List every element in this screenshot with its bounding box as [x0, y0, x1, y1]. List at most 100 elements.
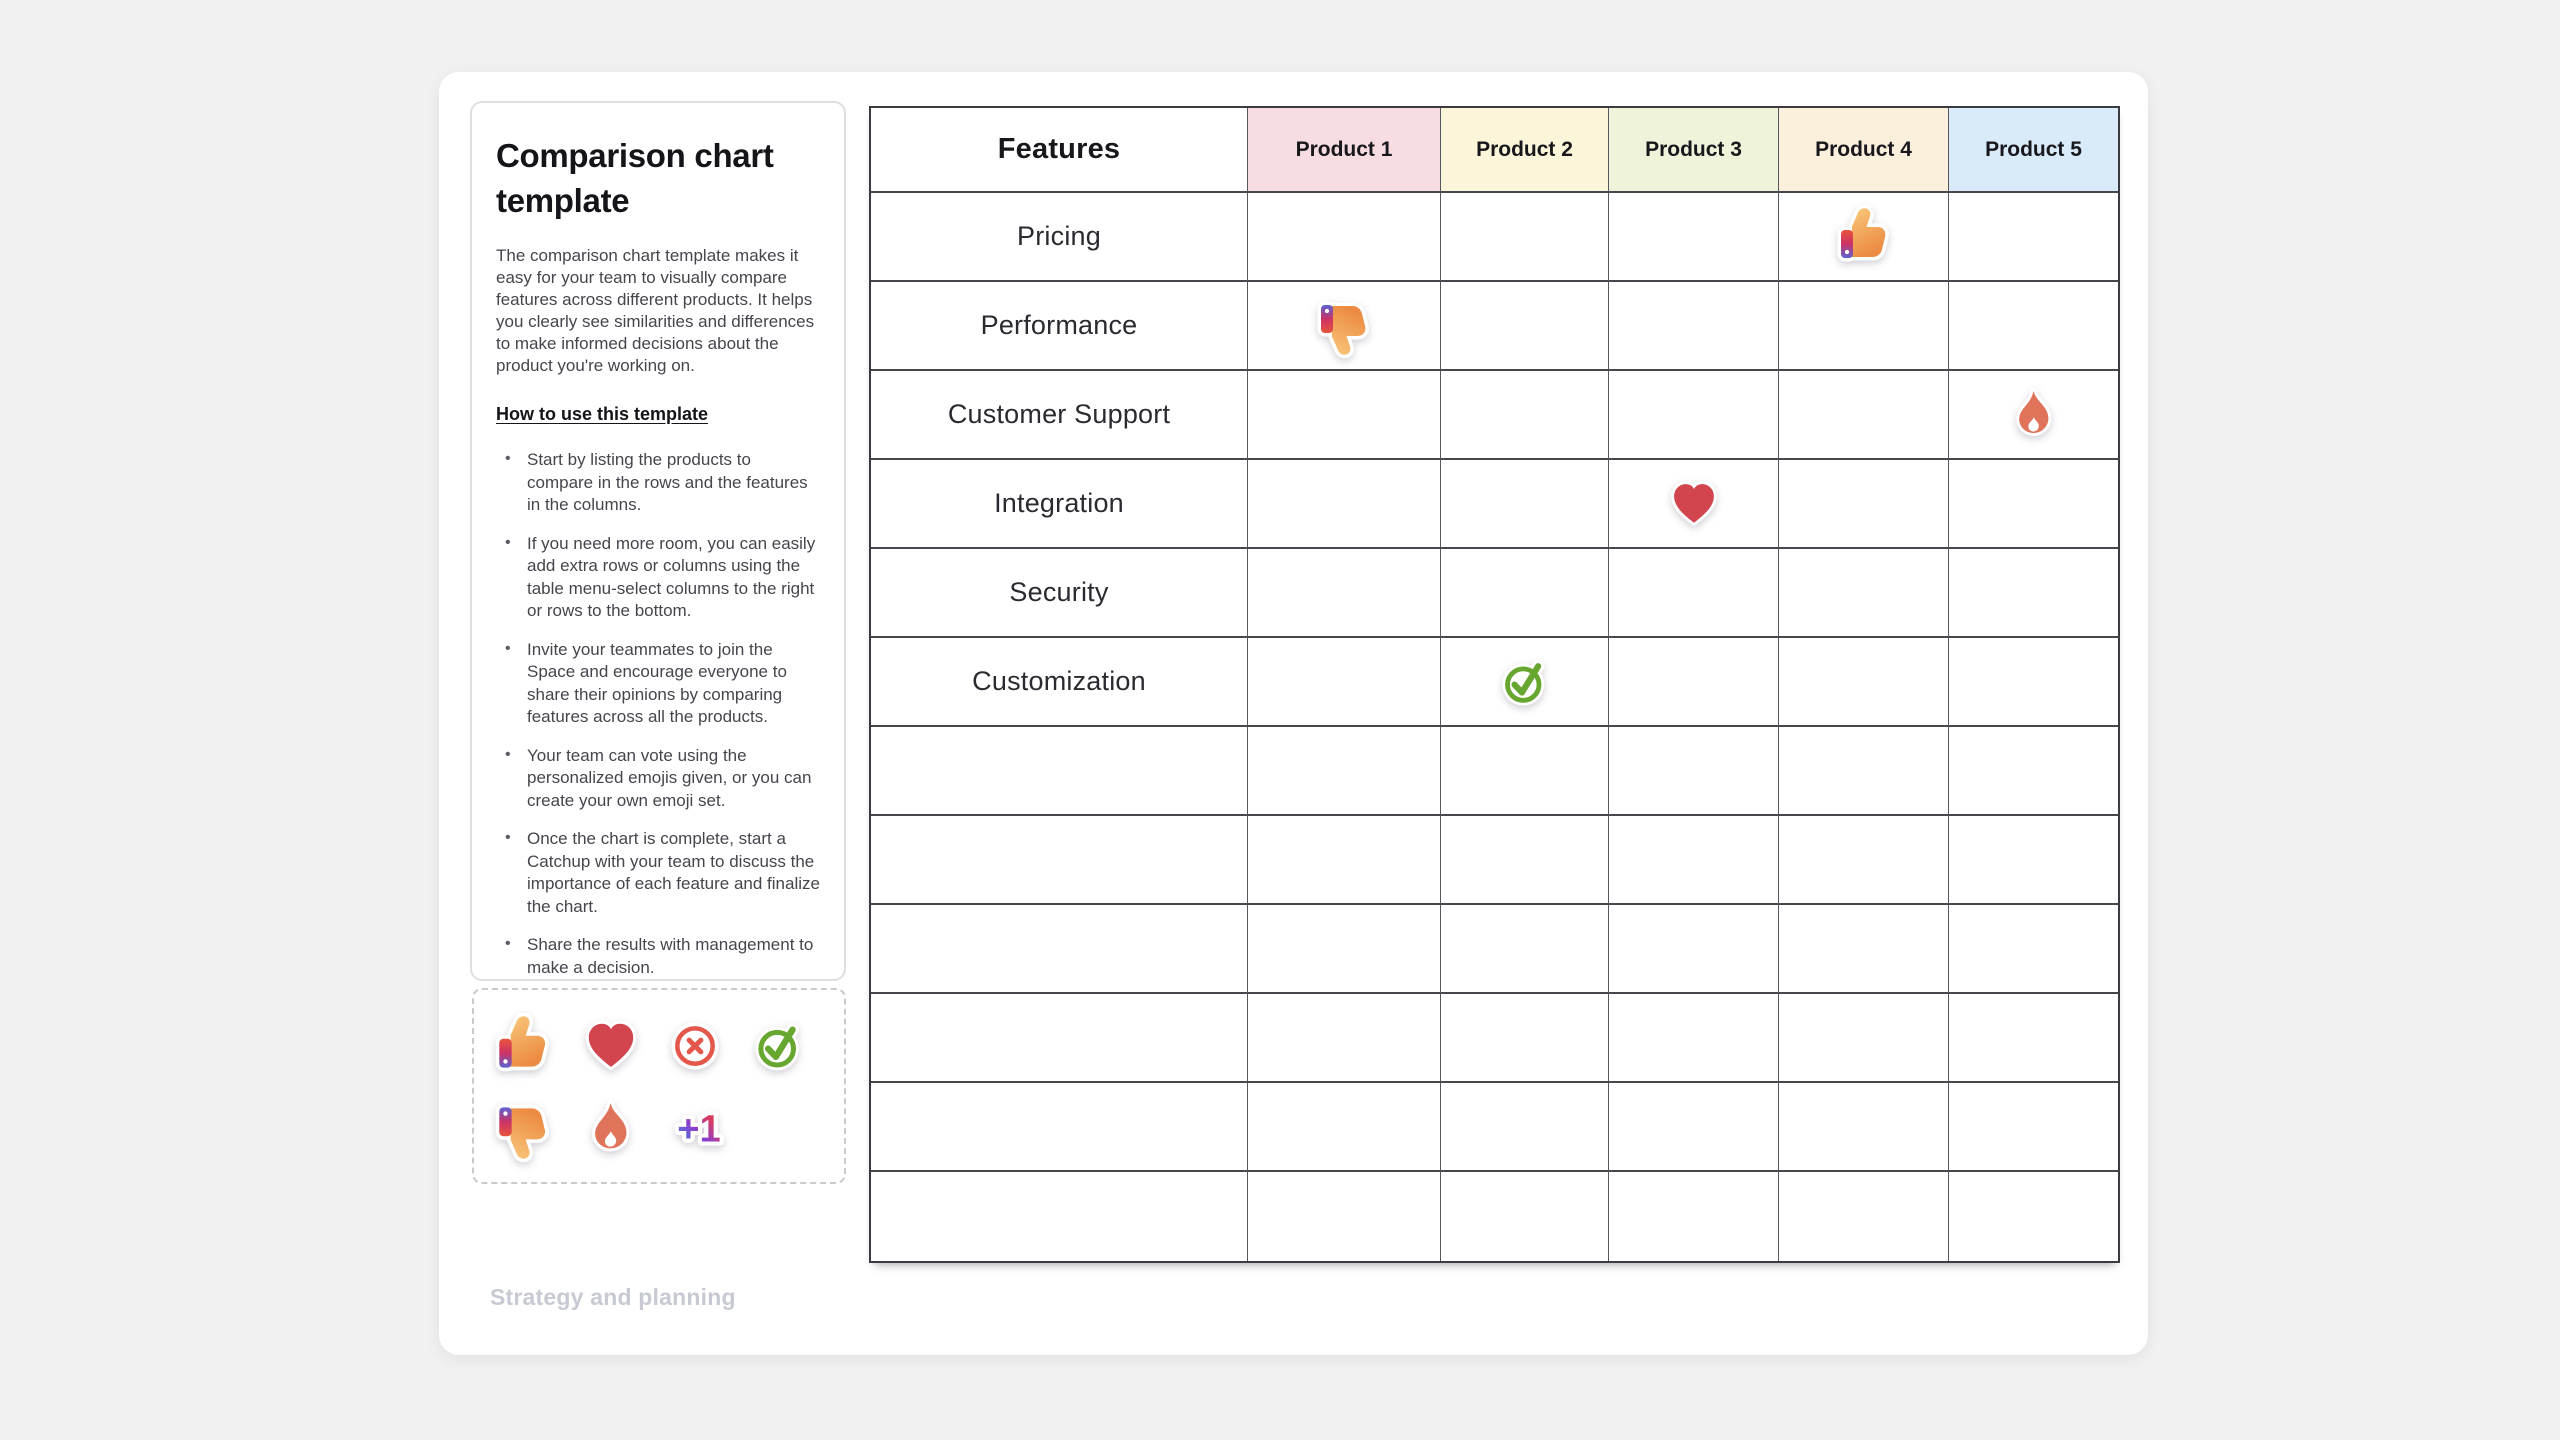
table-cell-row-2-product-4[interactable] [1779, 282, 1949, 371]
table-cell-row-3-product-4[interactable] [1779, 371, 1949, 460]
table-cell-row-6-product-1[interactable] [1248, 638, 1441, 727]
table-cell-row-12-product-4[interactable] [1779, 1172, 1949, 1261]
thumbs-down-sticker[interactable] [1312, 294, 1376, 358]
table-cell-row-10-product-3[interactable] [1609, 994, 1779, 1083]
table-cell-row-2-product-3[interactable] [1609, 282, 1779, 371]
table-cell-row-1-product-4[interactable] [1779, 193, 1949, 282]
column-header-product-3[interactable]: Product 3 [1609, 108, 1779, 193]
check-circle-sticker[interactable] [750, 1017, 808, 1075]
thumbs-down-sticker[interactable] [490, 1096, 556, 1162]
column-header-features[interactable]: Features [871, 108, 1248, 193]
table-cell-row-5-product-1[interactable] [1248, 549, 1441, 638]
table-cell-row-7-product-2[interactable] [1441, 727, 1609, 816]
thumbs-up-sticker[interactable] [490, 1012, 556, 1079]
feature-label-cell-row-4[interactable]: Integration [871, 460, 1248, 549]
feature-label-cell-row-11[interactable] [871, 1083, 1248, 1172]
feature-label-cell-row-7[interactable] [871, 727, 1248, 816]
table-cell-row-10-product-1[interactable] [1248, 994, 1441, 1083]
table-cell-row-12-product-5[interactable] [1949, 1172, 2118, 1261]
table-cell-row-5-product-3[interactable] [1609, 549, 1779, 638]
table-cell-row-4-product-4[interactable] [1779, 460, 1949, 549]
heart-sticker[interactable] [582, 1017, 640, 1075]
table-cell-row-3-product-5[interactable] [1949, 371, 2118, 460]
column-header-product-5[interactable]: Product 5 [1949, 108, 2118, 193]
feature-label-cell-row-6[interactable]: Customization [871, 638, 1248, 727]
feature-label-cell-row-12[interactable] [871, 1172, 1248, 1261]
table-cell-row-8-product-1[interactable] [1248, 816, 1441, 905]
column-header-product-1[interactable]: Product 1 [1248, 108, 1441, 193]
heart-sticker[interactable] [1668, 478, 1720, 530]
table-cell-row-9-product-2[interactable] [1441, 905, 1609, 994]
thumbs-up-sticker[interactable] [1832, 204, 1896, 269]
table-cell-row-1-product-5[interactable] [1949, 193, 2118, 282]
table-cell-row-4-product-2[interactable] [1441, 460, 1609, 549]
plus-one-sticker[interactable]: +1 [666, 1096, 732, 1162]
table-cell-row-4-product-3[interactable] [1609, 460, 1779, 549]
table-cell-row-10-product-2[interactable] [1441, 994, 1609, 1083]
table-cell-row-8-product-2[interactable] [1441, 816, 1609, 905]
feature-label-cell-row-2[interactable]: Performance [871, 282, 1248, 371]
plus-one-icon: +1 [673, 1103, 725, 1154]
panel-description: The comparison chart template makes it e… [496, 246, 815, 375]
table-cell-row-11-product-4[interactable] [1779, 1083, 1949, 1172]
table-cell-row-9-product-4[interactable] [1779, 905, 1949, 994]
table-cell-row-11-product-1[interactable] [1248, 1083, 1441, 1172]
table-cell-row-11-product-2[interactable] [1441, 1083, 1609, 1172]
how-to-bullet: Once the chart is complete, start a Catc… [496, 827, 820, 918]
table-cell-row-8-product-3[interactable] [1609, 816, 1779, 905]
table-cell-row-7-product-4[interactable] [1779, 727, 1949, 816]
table-cell-row-12-product-3[interactable] [1609, 1172, 1779, 1261]
table-cell-row-2-product-5[interactable] [1949, 282, 2118, 371]
table-cell-row-8-product-5[interactable] [1949, 816, 2118, 905]
cross-circle-icon [671, 1021, 719, 1070]
table-cell-row-4-product-5[interactable] [1949, 460, 2118, 549]
table-cell-row-5-product-2[interactable] [1441, 549, 1609, 638]
table-cell-row-11-product-5[interactable] [1949, 1083, 2118, 1172]
table-cell-row-3-product-3[interactable] [1609, 371, 1779, 460]
check-circle-sticker[interactable] [1497, 654, 1553, 710]
cross-circle-sticker[interactable] [666, 1017, 724, 1075]
fire-icon [2015, 387, 2051, 436]
feature-label-cell-row-3[interactable]: Customer Support [871, 371, 1248, 460]
table-cell-row-3-product-1[interactable] [1248, 371, 1441, 460]
fire-sticker[interactable] [2007, 387, 2061, 442]
table-cell-row-1-product-3[interactable] [1609, 193, 1779, 282]
table-cell-row-4-product-1[interactable] [1248, 460, 1441, 549]
column-header-product-4[interactable]: Product 4 [1779, 108, 1949, 193]
feature-label-cell-row-10[interactable] [871, 994, 1248, 1083]
feature-label-cell-row-5[interactable]: Security [871, 549, 1248, 638]
table-cell-row-12-product-2[interactable] [1441, 1172, 1609, 1261]
table-cell-row-6-product-2[interactable] [1441, 638, 1609, 727]
table-cell-row-9-product-3[interactable] [1609, 905, 1779, 994]
thumbs-up-icon [495, 1012, 549, 1071]
table-cell-row-2-product-1[interactable] [1248, 282, 1441, 371]
table-cell-row-6-product-4[interactable] [1779, 638, 1949, 727]
table-cell-row-12-product-1[interactable] [1248, 1172, 1441, 1261]
table-cell-row-11-product-3[interactable] [1609, 1083, 1779, 1172]
table-cell-row-10-product-4[interactable] [1779, 994, 1949, 1083]
table-cell-row-1-product-1[interactable] [1248, 193, 1441, 282]
table-cell-row-6-product-3[interactable] [1609, 638, 1779, 727]
feature-label-cell-row-1[interactable]: Pricing [871, 193, 1248, 282]
feature-label-cell-row-9[interactable] [871, 905, 1248, 994]
table-cell-row-10-product-5[interactable] [1949, 994, 2118, 1083]
table-cell-row-1-product-2[interactable] [1441, 193, 1609, 282]
table-cell-row-7-product-3[interactable] [1609, 727, 1779, 816]
column-header-product-2[interactable]: Product 2 [1441, 108, 1609, 193]
table-cell-row-7-product-5[interactable] [1949, 727, 2118, 816]
feature-label-cell-row-8[interactable] [871, 816, 1248, 905]
table-cell-row-9-product-1[interactable] [1248, 905, 1441, 994]
how-to-list: Start by listing the products to compare… [496, 448, 820, 979]
info-panel[interactable]: Comparison chart template The comparison… [470, 101, 846, 981]
table-cell-row-8-product-4[interactable] [1779, 816, 1949, 905]
table-cell-row-5-product-4[interactable] [1779, 549, 1949, 638]
table-cell-row-3-product-2[interactable] [1441, 371, 1609, 460]
table-cell-row-7-product-1[interactable] [1248, 727, 1441, 816]
thumbs-up-icon [1837, 204, 1889, 261]
table-cell-row-5-product-5[interactable] [1949, 549, 2118, 638]
table-cell-row-9-product-5[interactable] [1949, 905, 2118, 994]
fire-sticker[interactable] [582, 1099, 640, 1158]
emoji-palette[interactable]: +1 [472, 988, 846, 1184]
table-cell-row-6-product-5[interactable] [1949, 638, 2118, 727]
table-cell-row-2-product-2[interactable] [1441, 282, 1609, 371]
